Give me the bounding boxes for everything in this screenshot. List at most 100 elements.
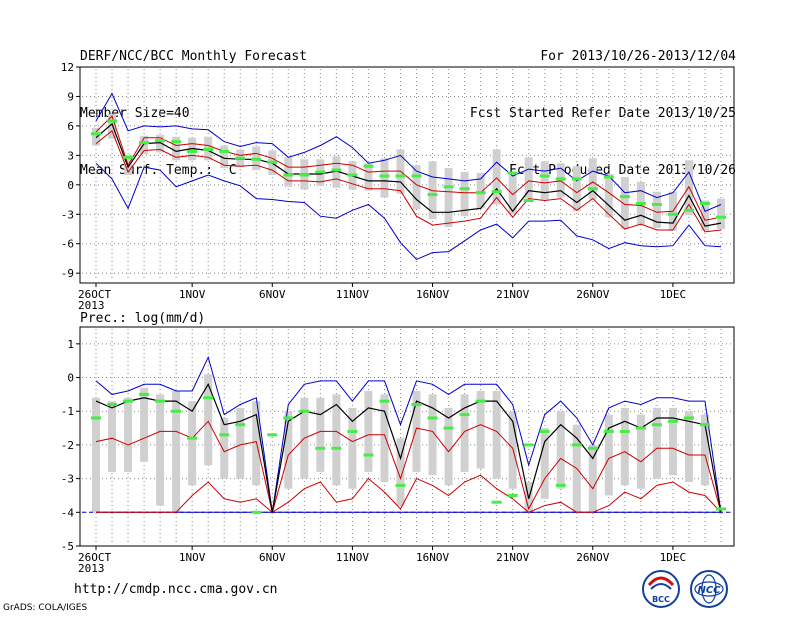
member-range-bar <box>380 394 389 482</box>
green-marker <box>683 208 694 212</box>
green-marker <box>716 215 726 219</box>
green-marker <box>699 423 710 427</box>
green-marker <box>139 392 150 396</box>
x-tick-year-label: 2013 <box>78 299 105 312</box>
member-range-bar <box>476 173 485 209</box>
member-range-bar <box>492 149 501 205</box>
member-range-bar <box>140 387 149 462</box>
grads-credit: GrADS: COLA/IGES <box>3 603 88 613</box>
green-marker <box>443 185 454 189</box>
upper-spread-line <box>95 115 722 221</box>
x-tick-label: 1NOV <box>179 288 206 301</box>
green-marker <box>716 507 726 511</box>
member-range-bar <box>236 407 245 479</box>
green-marker <box>635 201 646 205</box>
green-marker <box>219 149 230 153</box>
green-marker <box>539 174 550 178</box>
green-marker <box>507 493 518 497</box>
member-range-bar <box>156 394 165 506</box>
y-tick-label: -5 <box>61 540 74 553</box>
ensemble-mean-line <box>95 382 722 513</box>
footer-url[interactable]: http://cmdp.ncc.cma.gov.cn <box>74 582 278 597</box>
member-range-bar <box>684 411 693 482</box>
green-marker <box>187 149 198 153</box>
y-tick-label: -1 <box>61 405 74 418</box>
y-tick-label: 9 <box>67 90 74 103</box>
member-range-bar <box>652 191 661 229</box>
member-range-bar <box>476 391 485 469</box>
green-marker <box>619 429 630 433</box>
x-tick-label: 21NOV <box>496 551 529 564</box>
green-marker <box>267 160 278 164</box>
x-tick-label: 26NOV <box>576 288 609 301</box>
green-marker <box>363 453 374 457</box>
green-marker <box>91 416 101 420</box>
member-range-bar <box>92 397 100 513</box>
green-marker <box>155 139 166 143</box>
ensemble-mean-line <box>95 122 722 227</box>
member-range-bar <box>92 127 100 146</box>
x-tick-label: 21NOV <box>496 288 529 301</box>
y-tick-label: 0 <box>67 179 74 192</box>
member-range-bar <box>556 411 565 489</box>
member-range-bar <box>364 163 373 191</box>
y-tick-label: -3 <box>61 473 74 486</box>
green-marker <box>411 402 422 406</box>
x-tick-label: 1DEC <box>660 551 687 564</box>
member-range-bar <box>108 114 117 139</box>
member-range-bar <box>332 394 341 486</box>
member-range-bar <box>156 134 165 153</box>
member-range-bar <box>588 444 597 513</box>
green-marker <box>651 423 662 427</box>
green-marker <box>171 140 182 144</box>
green-marker <box>139 141 150 145</box>
green-marker <box>315 170 326 174</box>
x-tick-year-label: 2013 <box>78 562 105 575</box>
member-range-bar <box>588 158 597 200</box>
green-marker <box>187 436 198 440</box>
member-range-bar <box>444 168 453 228</box>
y-tick-label: -9 <box>61 267 74 280</box>
svg-text:NCC: NCC <box>697 585 721 596</box>
green-marker <box>347 173 358 177</box>
green-marker <box>107 119 118 123</box>
green-marker <box>427 416 438 420</box>
green-marker <box>491 500 502 504</box>
member-range-bar <box>284 157 293 187</box>
member-range-bar <box>604 174 613 218</box>
green-marker <box>635 426 646 430</box>
green-marker <box>443 426 454 430</box>
x-tick-label: 6NOV <box>259 551 286 564</box>
y-tick-label: 12 <box>61 61 74 74</box>
x-tick-label: 11NOV <box>336 288 369 301</box>
member-range-bar <box>284 411 293 489</box>
x-tick-label: 26OCT <box>78 288 111 301</box>
member-range-bar <box>316 397 325 472</box>
green-marker <box>123 399 134 403</box>
member-range-bar <box>652 407 661 479</box>
x-tick-label: 26NOV <box>576 551 609 564</box>
upper-envelope-line <box>95 355 722 513</box>
forecast-started: Fcst Started Refer Date 2013/10/25 <box>469 106 736 121</box>
lower-spread-line <box>95 129 722 233</box>
green-marker <box>155 399 166 403</box>
green-marker <box>699 201 710 205</box>
lower-spread-line <box>96 474 722 513</box>
green-marker <box>171 409 182 413</box>
green-marker <box>523 199 534 203</box>
member-range-bar <box>380 158 389 198</box>
green-marker <box>379 399 390 403</box>
green-marker <box>123 155 134 159</box>
precip-axis-label: Prec.: log(mm/d) <box>80 311 205 326</box>
green-marker <box>251 157 262 161</box>
member-range-bar <box>412 391 421 472</box>
green-marker <box>459 413 470 417</box>
green-marker <box>587 446 598 450</box>
y-tick-label: 6 <box>67 120 74 133</box>
member-range-bar <box>524 157 533 199</box>
upper-spread-line <box>95 420 722 513</box>
member-range-bar <box>444 407 453 486</box>
y-tick-label: -3 <box>61 208 74 221</box>
